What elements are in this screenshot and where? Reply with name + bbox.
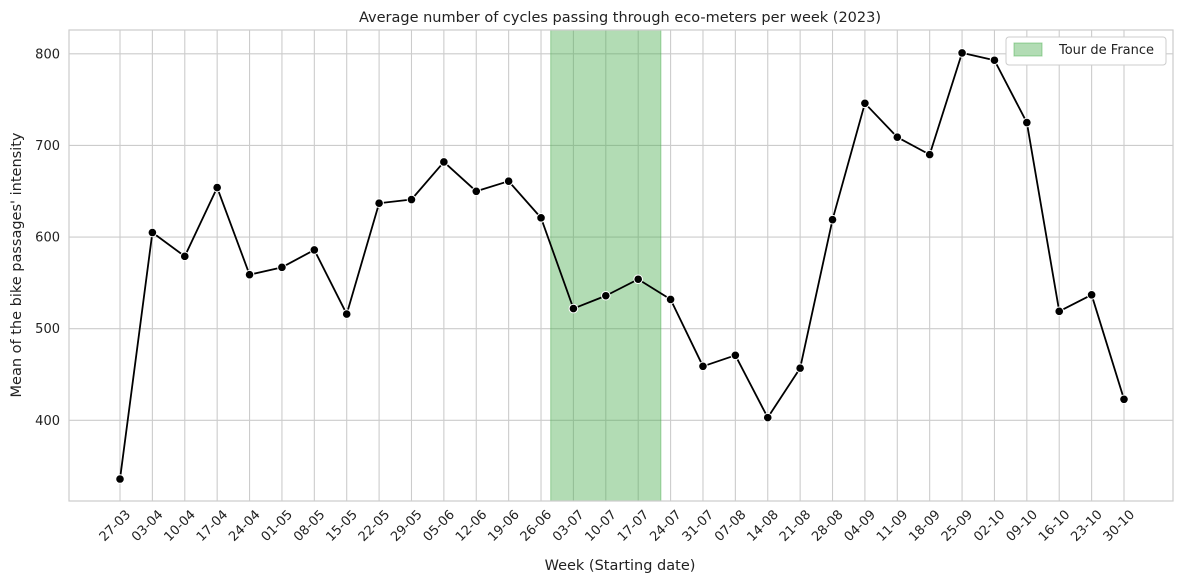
data-point [1086,290,1097,300]
x-axis-label: Week (Starting date) [545,558,696,574]
legend-label: Tour de France [1058,43,1154,58]
data-point [1119,394,1129,405]
data-point [374,198,384,208]
data-point [568,303,579,314]
x-tick-label: 19-06 [485,507,522,544]
x-tick-label: 01-05 [259,507,296,544]
data-point [1022,117,1032,128]
x-tick-label: 10-07 [583,507,620,544]
data-point [439,157,449,167]
data-point [503,176,514,186]
data-point [601,290,611,301]
x-tick-label: 03-04 [129,507,166,544]
x-tick-label: 17-04 [194,507,231,544]
y-tick-label: 400 [35,414,60,429]
x-tick-label: 02-10 [971,507,1008,544]
data-point [795,363,805,373]
data-point [730,350,741,361]
highlight-band-layer [550,29,662,502]
data-point [892,132,903,143]
x-tick-label: 29-05 [388,507,425,544]
data-point [309,245,320,255]
data-point [860,98,870,109]
x-tick-label: 14-08 [744,507,781,544]
series-line [119,52,1125,480]
x-tick-label: 30-10 [1101,507,1138,544]
legend: Tour de France [1005,36,1167,66]
legend-box [1005,36,1167,66]
data-point [957,48,967,58]
x-tick-label: 16-10 [1036,507,1073,544]
y-tick-label: 600 [35,231,60,246]
x-axis-ticks: 27-0303-0410-0417-0424-0401-0508-0515-05… [97,507,1138,544]
x-tick-label: 11-09 [874,507,911,544]
y-tick-label: 700 [35,139,60,154]
plot-frame [68,29,1174,502]
data-point [277,262,287,273]
x-tick-label: 12-06 [453,507,490,544]
data-point [762,412,773,423]
x-tick-label: 04-09 [842,507,879,544]
x-tick-label: 28-08 [809,507,846,544]
data-point [212,182,222,193]
data-point [698,361,708,372]
data-point [924,149,935,160]
data-point [1054,306,1065,317]
x-tick-label: 23-10 [1068,507,1105,544]
data-point [115,474,125,484]
y-axis-ticks: 400 500 600 700 800 [35,47,60,429]
x-tick-label: 10-04 [162,507,199,544]
x-tick-label: 26-06 [518,507,555,544]
legend-swatch [1013,42,1043,57]
series-line-layer [119,52,1125,480]
data-point [633,274,643,285]
x-tick-label: 17-07 [615,507,652,544]
data-point [147,227,158,238]
grid [69,30,1173,501]
data-point [406,194,417,205]
x-tick-label: 27-03 [97,507,134,544]
x-tick-label: 05-06 [421,507,458,544]
data-point [244,269,255,280]
x-tick-label: 15-05 [323,507,360,544]
y-tick-label: 800 [35,47,60,62]
data-point [536,213,546,223]
tour-de-france-band [550,29,662,502]
x-tick-label: 25-09 [939,507,976,544]
data-point [179,251,190,262]
chart-title: Average number of cycles passing through… [359,10,881,26]
x-tick-label: 22-05 [356,507,393,544]
x-tick-label: 31-07 [680,507,717,544]
data-point [665,294,676,305]
x-tick-label: 21-08 [777,507,814,544]
data-point [341,309,352,319]
x-tick-label: 18-09 [906,507,943,544]
data-point [989,55,1000,66]
x-tick-label: 09-10 [1004,507,1041,544]
x-tick-label: 03-07 [550,507,587,544]
x-tick-label: 24-07 [647,507,684,544]
series-points [115,48,1129,484]
x-tick-label: 08-05 [291,507,328,544]
x-tick-label: 24-04 [226,507,263,544]
data-point [471,186,482,197]
x-tick-label: 07-08 [712,507,749,544]
data-point [827,214,838,225]
y-axis-label: Mean of the bike passages' intensity [9,132,25,397]
y-tick-label: 500 [35,322,60,337]
